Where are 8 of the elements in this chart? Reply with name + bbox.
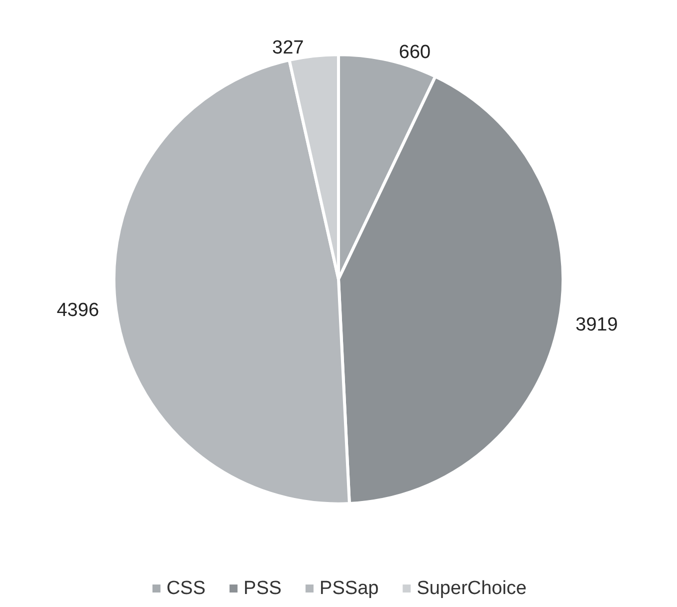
legend-label: CSS <box>166 578 206 599</box>
legend-label: PSSap <box>320 578 379 599</box>
legend-label: PSS <box>244 578 282 599</box>
data-label: 4396 <box>56 300 100 321</box>
data-label: 660 <box>398 42 431 63</box>
legend-label: SuperChoice <box>416 578 527 599</box>
data-label: 327 <box>272 38 304 59</box>
data-label: 3919 <box>576 314 618 336</box>
